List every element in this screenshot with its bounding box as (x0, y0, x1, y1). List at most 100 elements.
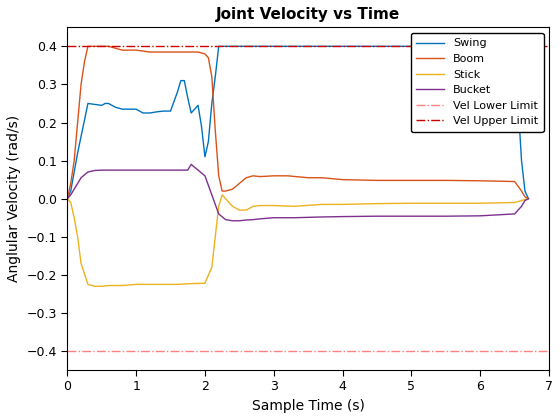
Bucket (174, 168, 181, 173)
Boom (305, 175, 311, 180)
Boom (511, 179, 518, 184)
Stick (250, 204, 256, 209)
Swing (505, 44, 511, 49)
Boom (408, 178, 415, 183)
Boom (477, 178, 484, 183)
Boom (229, 186, 236, 192)
Stick (202, 281, 208, 286)
Boom (105, 44, 112, 49)
Boom (442, 178, 449, 183)
Boom (88, 44, 95, 49)
Swing (126, 107, 133, 112)
Swing (181, 78, 188, 83)
Swing (511, 51, 518, 56)
Stick (243, 207, 250, 213)
Stick (222, 196, 229, 201)
Line: Boom: Boom (67, 46, 529, 199)
Bucket (78, 175, 85, 180)
Bucket (256, 216, 263, 221)
Bucket (339, 214, 346, 219)
Swing (102, 101, 109, 106)
Swing (85, 101, 91, 106)
Bucket (208, 192, 215, 197)
Boom (216, 173, 222, 178)
Stick (91, 284, 98, 289)
Stick (133, 282, 139, 287)
Stick (160, 282, 167, 287)
Stick (212, 234, 218, 239)
Bucket (270, 215, 277, 220)
Stick (71, 215, 77, 220)
Boom (78, 82, 85, 87)
Boom (112, 46, 119, 51)
Swing (184, 95, 191, 100)
Swing (198, 124, 205, 129)
Stick (374, 201, 380, 206)
Boom (133, 47, 139, 52)
Swing (160, 108, 167, 113)
Swing (208, 101, 215, 106)
Bucket (85, 170, 91, 175)
Bucket (74, 181, 81, 186)
Bucket (236, 218, 242, 223)
Title: Joint Velocity vs Time: Joint Velocity vs Time (216, 7, 400, 22)
Swing (212, 74, 218, 79)
Boom (256, 174, 263, 179)
Bucket (216, 211, 222, 216)
Boom (521, 194, 528, 200)
Bucket (243, 218, 250, 223)
Bucket (119, 168, 125, 173)
Swing (270, 44, 277, 49)
Stick (64, 196, 71, 201)
Bucket (202, 173, 208, 178)
Boom (85, 44, 91, 49)
Boom (212, 128, 218, 133)
Legend: Swing, Boom, Stick, Bucket, Vel Lower Limit, Vel Upper Limit: Swing, Boom, Stick, Bucket, Vel Lower Li… (410, 33, 544, 132)
Bucket (319, 215, 325, 220)
Swing (67, 189, 74, 194)
Boom (81, 59, 88, 64)
Bucket (160, 168, 167, 173)
Stick (511, 200, 518, 205)
Swing (167, 108, 174, 113)
Swing (518, 158, 525, 163)
Stick (74, 234, 81, 239)
Swing (188, 110, 194, 116)
Swing (195, 103, 202, 108)
Stick (78, 261, 85, 266)
Stick (85, 282, 91, 287)
Stick (319, 202, 325, 207)
Bucket (71, 186, 77, 192)
Bucket (91, 168, 98, 173)
Boom (270, 173, 277, 178)
Boom (205, 55, 212, 60)
Stick (174, 282, 181, 287)
Vel Lower Limit (133, 349, 139, 354)
Swing (105, 101, 112, 106)
Boom (236, 181, 242, 186)
Boom (67, 181, 74, 186)
Bucket (133, 168, 139, 173)
Stick (408, 201, 415, 206)
Boom (71, 158, 77, 163)
Boom (202, 51, 208, 56)
Stick (188, 281, 194, 286)
Line: Swing: Swing (67, 46, 529, 199)
Swing (521, 189, 528, 194)
Bucket (291, 215, 298, 220)
Boom (188, 50, 194, 55)
Swing (178, 78, 184, 83)
Swing (74, 150, 81, 155)
Bucket (195, 168, 202, 173)
Vel Upper Limit (64, 44, 71, 49)
Boom (64, 196, 71, 201)
Swing (205, 139, 212, 144)
Boom (219, 189, 226, 194)
Line: Stick: Stick (67, 195, 529, 286)
Swing (515, 101, 521, 106)
Boom (222, 189, 229, 194)
Stick (219, 192, 226, 197)
Swing (112, 105, 119, 110)
Swing (139, 110, 146, 116)
Stick (477, 201, 484, 206)
